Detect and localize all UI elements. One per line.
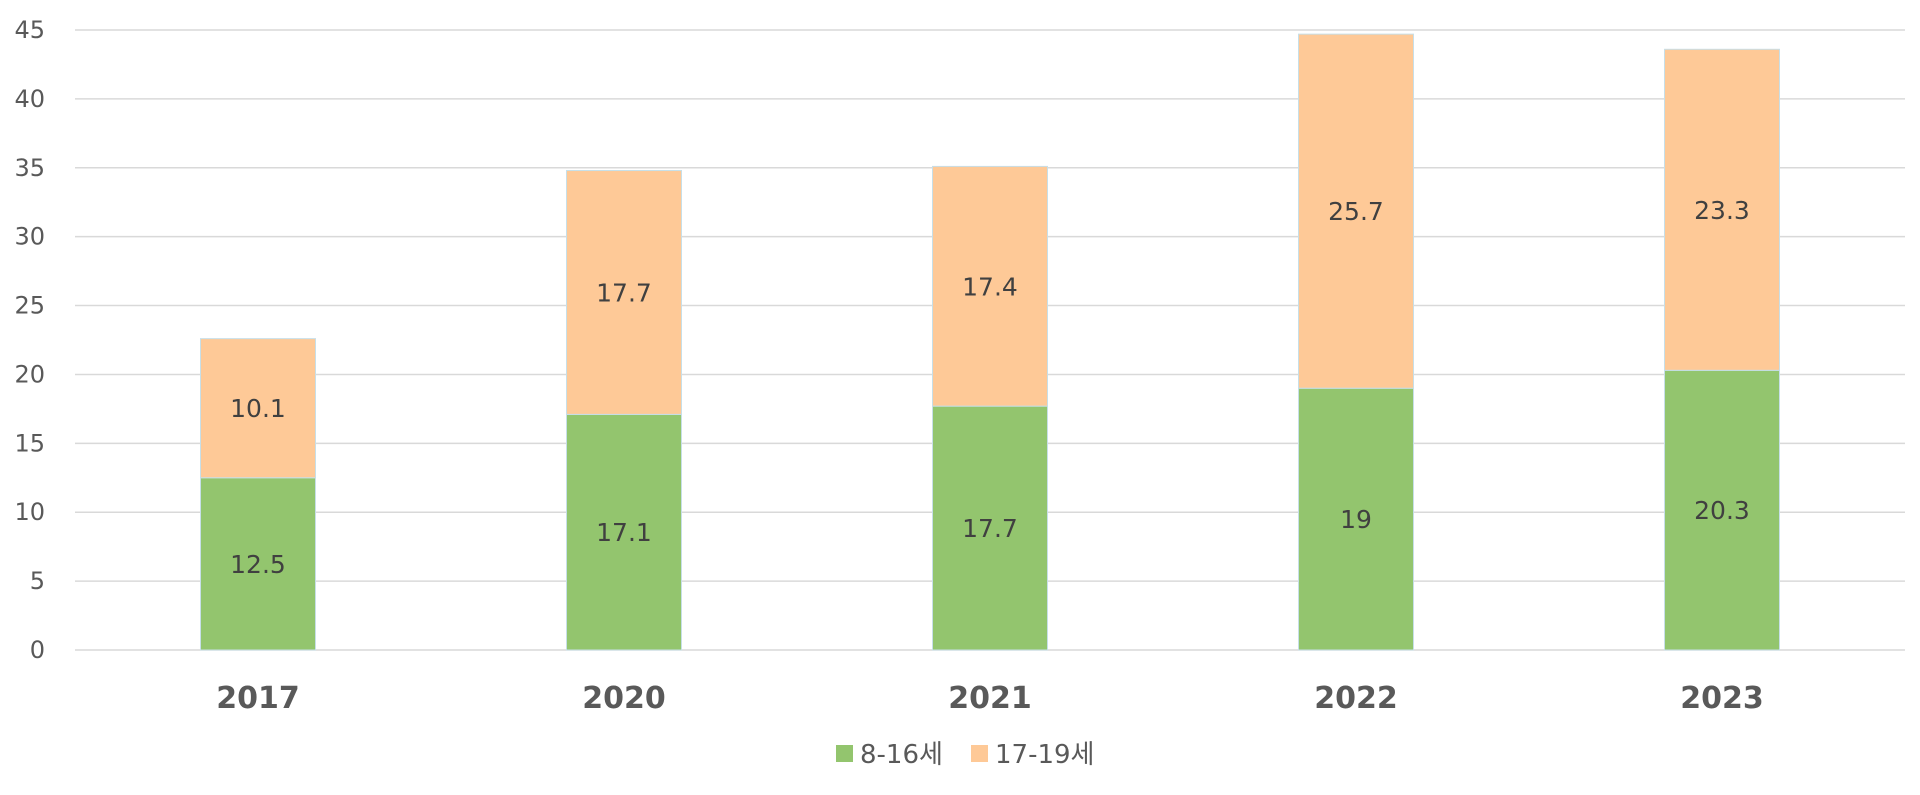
x-tick-label: 2020 bbox=[582, 681, 666, 716]
y-tick-label: 25 bbox=[14, 292, 45, 320]
data-label: 17.1 bbox=[596, 518, 652, 547]
x-tick-label: 2023 bbox=[1680, 681, 1764, 716]
data-label: 17.7 bbox=[596, 278, 652, 307]
data-label: 12.5 bbox=[230, 550, 286, 579]
legend-label: 17-19세 bbox=[995, 740, 1094, 770]
data-label: 19 bbox=[1340, 505, 1372, 534]
legend-swatch bbox=[971, 745, 988, 762]
bars bbox=[200, 33, 1780, 651]
bar-segment bbox=[1664, 48, 1780, 371]
y-tick-label: 30 bbox=[14, 223, 45, 251]
data-label: 25.7 bbox=[1328, 197, 1384, 226]
bar-segment bbox=[1298, 33, 1414, 389]
data-label: 23.3 bbox=[1694, 196, 1750, 225]
bar-segment bbox=[932, 165, 1048, 407]
y-tick-label: 40 bbox=[14, 85, 45, 113]
data-label: 17.4 bbox=[962, 272, 1018, 301]
y-tick-label: 20 bbox=[14, 360, 45, 388]
y-tick-label: 45 bbox=[14, 16, 45, 44]
bar-segment bbox=[566, 170, 682, 415]
y-tick-label: 0 bbox=[30, 636, 45, 664]
bar-segment bbox=[200, 338, 316, 479]
data-label: 17.7 bbox=[962, 514, 1018, 543]
data-label: 20.3 bbox=[1694, 496, 1750, 525]
x-tick-label: 2017 bbox=[216, 681, 300, 716]
x-axis: 2017 2020 2021 2022 2023 bbox=[216, 681, 1764, 716]
bar-segment bbox=[566, 413, 682, 651]
legend-label: 8-16세 bbox=[860, 740, 943, 770]
y-tick-label: 10 bbox=[14, 498, 45, 526]
y-tick-label: 5 bbox=[30, 567, 45, 595]
bar-segment bbox=[1298, 387, 1414, 651]
y-tick-label: 15 bbox=[14, 429, 45, 457]
data-label: 10.1 bbox=[230, 394, 286, 423]
legend-swatch bbox=[836, 745, 853, 762]
y-axis: 0 5 10 15 20 25 30 35 40 45 bbox=[14, 16, 45, 664]
data-labels: 12.5 10.1 17.1 17.7 17.7 17.4 19 25.7 20.3 23.3 bbox=[230, 196, 1750, 579]
x-tick-label: 2022 bbox=[1314, 681, 1398, 716]
x-tick-label: 2021 bbox=[948, 681, 1032, 716]
bar-segment bbox=[1664, 369, 1780, 651]
y-tick-label: 35 bbox=[14, 154, 45, 182]
bar-segment bbox=[932, 405, 1048, 651]
legend: 8-16세 17-19세 bbox=[836, 740, 1094, 770]
